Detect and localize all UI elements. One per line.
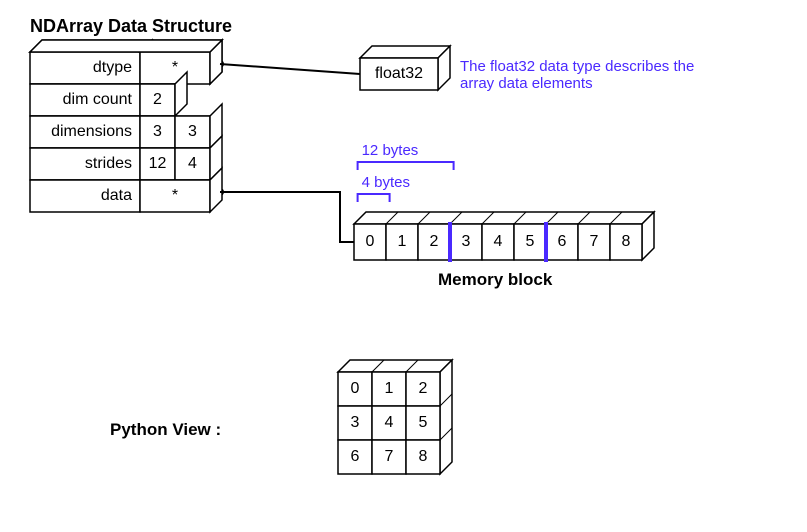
dtype-box-label: float32 <box>375 65 423 82</box>
struct-label: strides <box>85 155 132 172</box>
dtype-annotation: The float32 data type describes thearray… <box>460 58 694 92</box>
memory-cell-value: 1 <box>398 233 407 250</box>
python-grid-value: 2 <box>419 380 428 397</box>
python-grid-value: 3 <box>351 414 360 431</box>
struct-value: 3 <box>188 123 197 140</box>
python-grid-value: 7 <box>385 448 394 465</box>
struct-value: 4 <box>188 155 197 172</box>
python-grid-value: 6 <box>351 448 360 465</box>
memory-cell-value: 4 <box>494 233 503 250</box>
memory-cell-value: 5 <box>526 233 535 250</box>
bracket-label-large: 12 bytes <box>362 142 419 159</box>
bracket-label-small: 4 bytes <box>362 174 410 191</box>
memory-cell-value: 2 <box>430 233 439 250</box>
connector-dtype <box>220 64 360 74</box>
memory-cell-value: 7 <box>590 233 599 250</box>
diagram-stage: NDArray Data Structure dtype*dim count2d… <box>0 0 807 532</box>
struct-label: dtype <box>93 59 132 76</box>
struct-label: dimensions <box>51 123 132 140</box>
python-grid-value: 8 <box>419 448 428 465</box>
python-view-label: Python View : <box>110 420 221 440</box>
python-grid-value: 1 <box>385 380 394 397</box>
byte-bracket <box>358 162 454 170</box>
struct-value: 2 <box>153 91 162 108</box>
struct-value: 12 <box>149 155 167 172</box>
struct-value: * <box>172 187 178 204</box>
connector-data <box>220 192 354 242</box>
memory-block-title: Memory block <box>438 270 552 290</box>
python-grid-value: 5 <box>419 414 428 431</box>
byte-bracket <box>358 194 390 202</box>
python-grid-value: 0 <box>351 380 360 397</box>
struct-label: data <box>101 187 132 204</box>
memory-cell-value: 0 <box>366 233 375 250</box>
memory-cell-value: 6 <box>558 233 567 250</box>
memory-cell-value: 3 <box>462 233 471 250</box>
struct-value: 3 <box>153 123 162 140</box>
memory-cell-value: 8 <box>622 233 631 250</box>
dtype-annotation-line: array data elements <box>460 75 694 92</box>
python-grid-value: 4 <box>385 414 394 431</box>
struct-label: dim count <box>63 91 133 108</box>
dtype-annotation-line: The float32 data type describes the <box>460 58 694 75</box>
struct-value: * <box>172 59 178 76</box>
